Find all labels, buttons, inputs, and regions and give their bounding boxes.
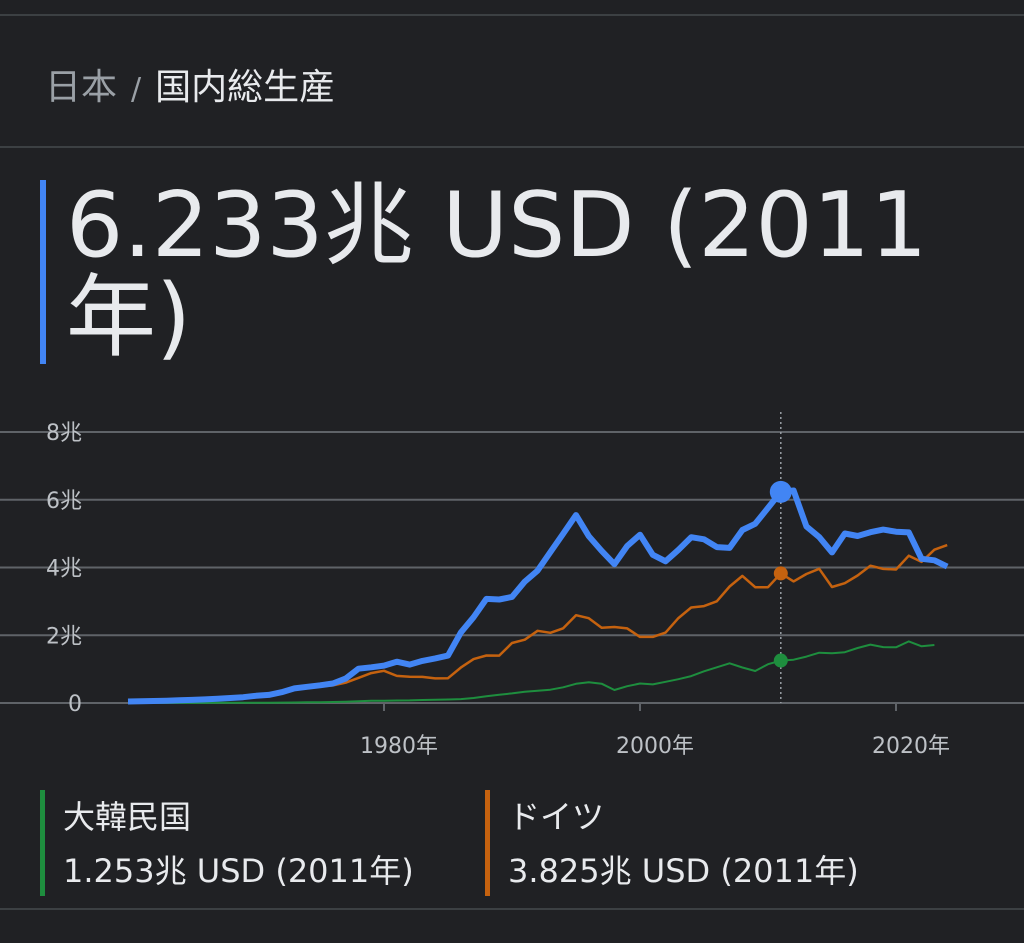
breadcrumb-parent[interactable]: 日本 [45, 67, 118, 108]
highlight-point [769, 480, 792, 503]
divider [0, 14, 1024, 16]
x-tick-label: 2020年 [872, 734, 950, 759]
legend-item[interactable]: ドイツ 3.825兆 USD (2011年) [485, 790, 859, 896]
breadcrumb: 日本 / 国内総生産 [45, 58, 335, 110]
x-tick-label: 2000年 [616, 734, 694, 759]
series-line [128, 640, 935, 704]
legend-value: 3.825兆 USD (2011年) [508, 852, 859, 890]
legend-item[interactable]: 大韓民国 1.253兆 USD (2011年) [40, 790, 414, 896]
highlight-point [773, 566, 788, 581]
divider [0, 908, 1024, 910]
highlight-point [773, 653, 788, 668]
legend-name: ドイツ [508, 798, 605, 836]
x-tick-label: 1980年 [360, 734, 438, 759]
y-tick-label: 2兆 [46, 624, 82, 649]
y-tick-label: 0 [68, 692, 82, 717]
breadcrumb-current: 国内総生産 [155, 67, 336, 108]
legend-value: 1.253兆 USD (2011年) [63, 852, 414, 890]
series-line [127, 487, 949, 705]
y-tick-label: 6兆 [46, 489, 82, 514]
y-tick-label: 8兆 [46, 421, 82, 446]
breadcrumb-separator: / [131, 72, 142, 107]
divider [0, 146, 1024, 148]
headline: 6.233兆 USD (2011年) [40, 180, 966, 364]
legend-name: 大韓民国 [63, 798, 192, 836]
y-tick-label: 4兆 [46, 557, 82, 582]
series-line [255, 543, 948, 697]
